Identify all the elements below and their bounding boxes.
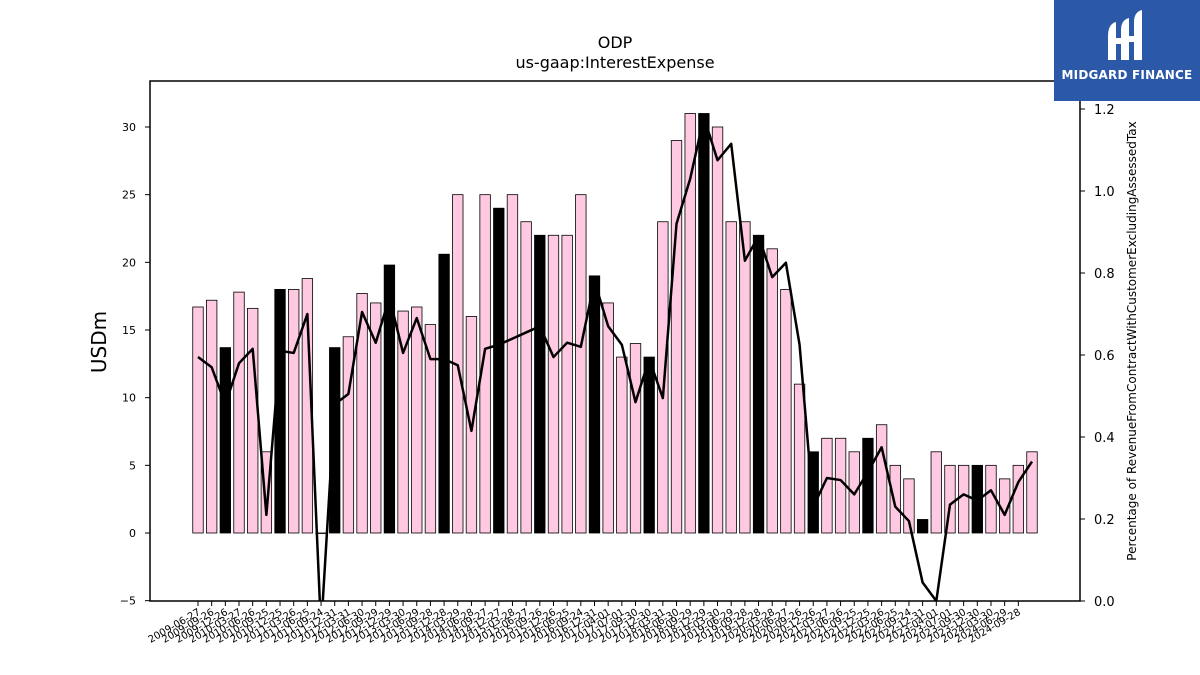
line-layer xyxy=(197,115,1034,601)
y-tick-label: −5 xyxy=(120,595,136,608)
axes-layer: −50510152025300.00.20.40.60.81.01.22009-… xyxy=(120,80,1115,646)
bar xyxy=(752,234,765,534)
chart-title: ODP xyxy=(598,33,633,52)
y-tick-label: 10 xyxy=(122,392,136,405)
y2-tick-label: 0.4 xyxy=(1094,431,1115,446)
bar xyxy=(247,307,259,534)
bar xyxy=(561,234,573,534)
bars-layer xyxy=(192,113,1038,534)
bar xyxy=(670,140,683,534)
y-tick-label: 5 xyxy=(129,459,136,472)
bar xyxy=(657,221,669,534)
bar xyxy=(411,306,423,534)
bar xyxy=(260,451,273,534)
bar xyxy=(493,207,505,534)
plot-frame xyxy=(149,80,1081,602)
bar xyxy=(506,194,519,534)
bar xyxy=(711,126,724,534)
y2-tick-label: 0.6 xyxy=(1094,349,1115,364)
y-tick-label: 0 xyxy=(129,527,136,540)
bar xyxy=(342,336,355,534)
logo-mark-icon xyxy=(1108,10,1142,60)
bar xyxy=(520,221,532,534)
bar xyxy=(739,221,751,534)
bar xyxy=(438,253,450,534)
bar xyxy=(684,113,696,534)
bar xyxy=(206,299,218,534)
brand-name: MIDGARD FINANCE xyxy=(1061,68,1193,82)
bar xyxy=(602,302,614,534)
bar xyxy=(643,356,655,534)
y-tick-label: 15 xyxy=(122,324,136,337)
y-axis-label: USDm xyxy=(87,311,111,373)
bar xyxy=(274,288,286,534)
bar xyxy=(233,291,245,534)
y2-tick-label: 1.2 xyxy=(1094,103,1115,118)
bar xyxy=(780,288,792,534)
bar xyxy=(288,288,300,534)
bar xyxy=(370,302,382,534)
bar xyxy=(1012,464,1024,534)
bar xyxy=(889,464,901,534)
bar xyxy=(766,248,778,534)
pct-line xyxy=(197,115,1034,601)
bar xyxy=(301,278,314,534)
bar xyxy=(793,383,806,534)
y2-tick-label: 1.0 xyxy=(1094,185,1115,200)
bar xyxy=(356,293,368,534)
bar xyxy=(383,264,396,534)
y-tick-label: 30 xyxy=(122,121,136,134)
bar xyxy=(903,478,915,534)
bar xyxy=(588,275,601,534)
bar xyxy=(725,221,737,534)
bar xyxy=(875,424,888,534)
bar xyxy=(424,324,437,534)
bar xyxy=(698,113,710,534)
y2-axis-label: Percentage of RevenueFromContractWithCus… xyxy=(1125,121,1139,560)
bar xyxy=(616,356,628,534)
bar xyxy=(397,310,409,534)
chart-subtitle: us-gaap:InterestExpense xyxy=(515,53,714,72)
y-tick-label: 20 xyxy=(122,256,136,269)
bar xyxy=(192,306,204,534)
bar xyxy=(479,194,491,534)
bar xyxy=(957,464,970,534)
bar xyxy=(547,234,560,534)
bar xyxy=(575,194,587,534)
bar xyxy=(930,451,942,534)
y2-tick-label: 0.8 xyxy=(1094,267,1115,282)
brand-logo: MIDGARD FINANCE xyxy=(1054,0,1200,101)
bar xyxy=(821,437,833,534)
bar xyxy=(329,347,341,534)
y-tick-label: 25 xyxy=(122,189,136,202)
y2-tick-label: 0.2 xyxy=(1094,513,1115,528)
bar xyxy=(1026,451,1038,534)
bar xyxy=(916,519,929,534)
y2-tick-label: 0.0 xyxy=(1094,595,1115,610)
bar xyxy=(219,347,231,534)
bar xyxy=(629,343,642,534)
bar xyxy=(534,234,546,534)
bar xyxy=(862,437,874,534)
